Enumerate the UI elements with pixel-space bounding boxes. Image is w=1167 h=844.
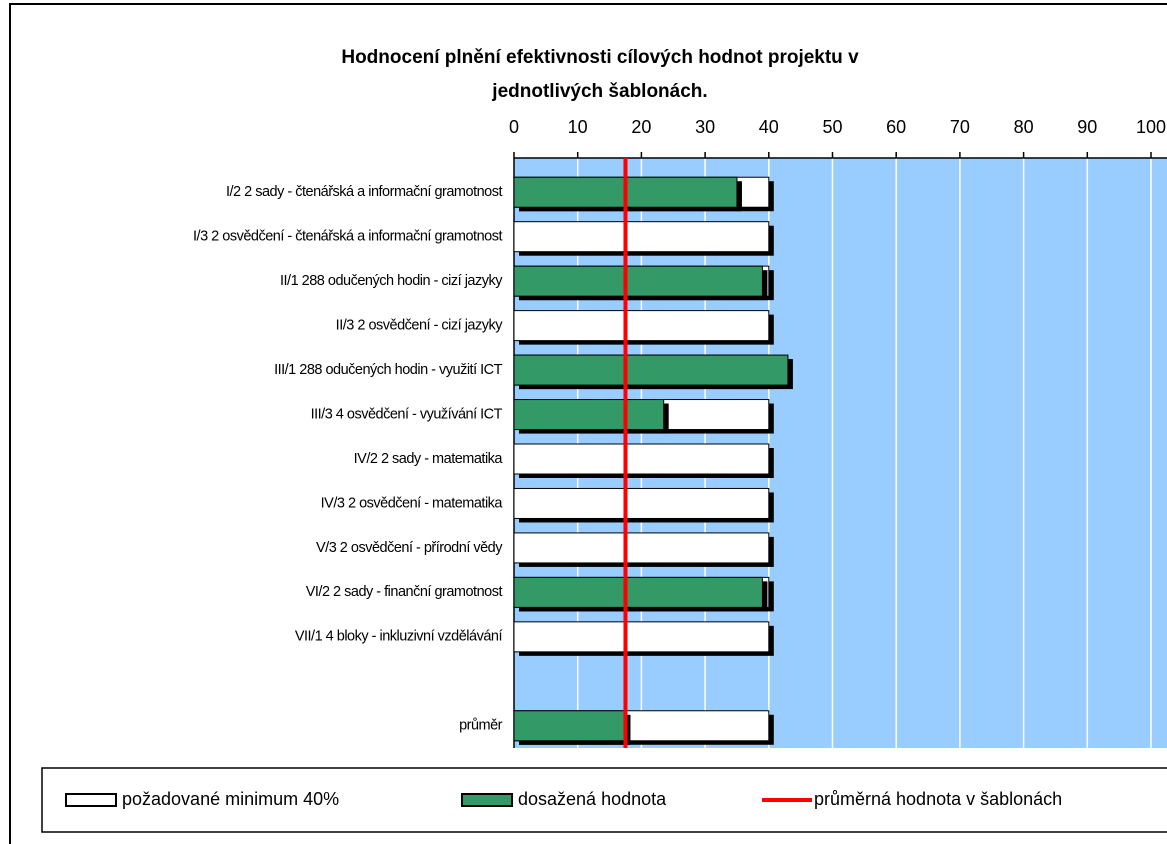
- y-tick-label: VI/2 2 sady - finanční gramotnost: [306, 584, 503, 600]
- x-tick-label: 10: [568, 117, 588, 137]
- x-tick-label: 20: [631, 117, 651, 137]
- legend-swatch: [461, 793, 513, 807]
- x-tick-label: 90: [1077, 117, 1097, 137]
- bar: [513, 354, 789, 386]
- x-tick-label: 70: [950, 117, 970, 137]
- bar: [513, 532, 770, 564]
- y-tick-label: I/2 2 sady - čtenářská a informační gram…: [226, 184, 502, 200]
- y-tick-label: V/3 2 osvědčení - přírodní vědy: [316, 540, 503, 556]
- x-tick-label: 40: [759, 117, 779, 137]
- legend-label: průměrná hodnota v šablonách: [814, 789, 1062, 809]
- x-tick-label: 30: [695, 117, 715, 137]
- bar: [513, 621, 770, 653]
- x-tick-label: 80: [1014, 117, 1034, 137]
- chart-title: jednotlivých šablonách.: [491, 81, 707, 102]
- bar: [513, 399, 665, 431]
- bar: [513, 710, 626, 742]
- y-tick-label: I/3 2 osvědčení - čtenářská a informační…: [193, 229, 502, 245]
- legend-label: dosažená hodnota: [518, 789, 667, 809]
- x-tick-label: 0: [509, 117, 519, 137]
- y-tick-label: IV/3 2 osvědčení - matematika: [321, 495, 504, 511]
- x-tick-label: 60: [886, 117, 906, 137]
- chart-title: Hodnocení plnění efektivnosti cílových h…: [341, 47, 859, 68]
- bar: [513, 443, 770, 475]
- legend-swatch: [65, 793, 117, 807]
- x-tick-label: 100: [1136, 117, 1166, 137]
- y-tick-label: průměr: [459, 718, 503, 734]
- bar: [513, 487, 770, 519]
- y-tick-label: III/3 4 osvědčení - využívání ICT: [311, 406, 503, 422]
- y-tick-label: II/1 288 odučených hodin - cizí jazyky: [280, 273, 503, 289]
- y-tick-label: III/1 288 odučených hodin - využití ICT: [274, 362, 503, 378]
- x-tick-label: 50: [822, 117, 842, 137]
- y-tick-label: IV/2 2 sady - matematika: [354, 451, 504, 467]
- legend-label: požadované minimum 40%: [122, 789, 339, 809]
- bar: [513, 221, 770, 253]
- bar: [513, 265, 763, 297]
- bar: [513, 576, 763, 608]
- y-tick-label: VII/1 4 bloky - inkluzivní vzdělávání: [295, 629, 503, 645]
- legend-box: [41, 767, 1167, 833]
- y-tick-label: II/3 2 osvědčení - cizí jazyky: [336, 317, 504, 333]
- bar: [513, 310, 770, 342]
